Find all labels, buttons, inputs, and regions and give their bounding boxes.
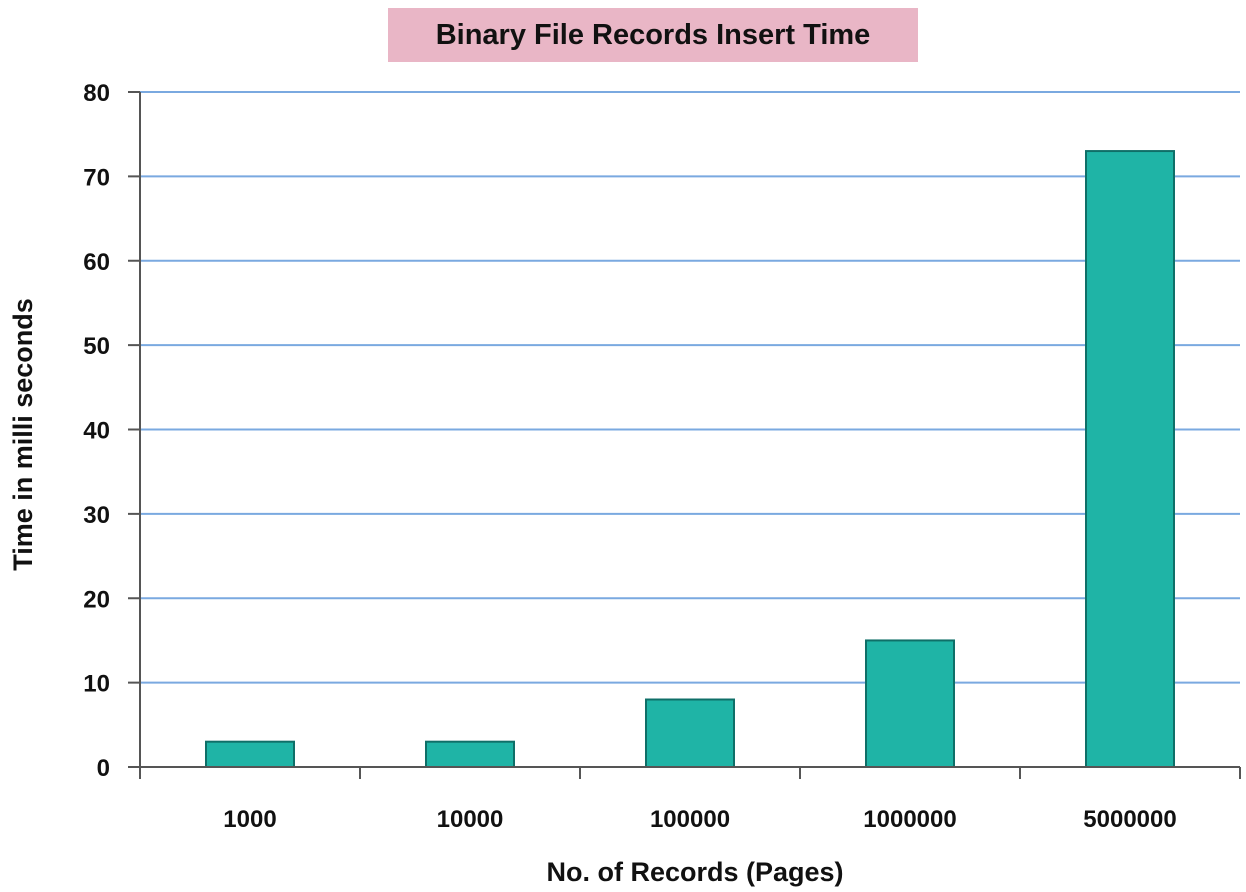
bar-5000000 bbox=[1085, 150, 1175, 768]
y-tick-labels: 0 10 20 30 40 50 60 70 80 bbox=[83, 80, 110, 782]
axes bbox=[128, 91, 1241, 779]
y-tick-label: 20 bbox=[83, 586, 110, 613]
x-axis-label: No. of Records (Pages) bbox=[546, 857, 843, 887]
bar-1000 bbox=[205, 740, 295, 768]
bar-10000 bbox=[425, 740, 515, 768]
bar-1000000 bbox=[865, 639, 955, 768]
y-tick-label: 60 bbox=[83, 249, 110, 276]
y-axis-label: Time in milli seconds bbox=[8, 298, 38, 571]
bars bbox=[205, 150, 1175, 768]
y-tick-label: 70 bbox=[83, 164, 110, 191]
y-tick-label: 80 bbox=[83, 80, 110, 107]
chart-title: Binary File Records Insert Time bbox=[388, 8, 918, 62]
x-tick-label: 100000 bbox=[650, 806, 730, 833]
y-tick-label: 40 bbox=[83, 418, 110, 445]
y-tick-label: 30 bbox=[83, 502, 110, 529]
bar-100000 bbox=[645, 698, 735, 768]
x-tick-label: 10000 bbox=[437, 806, 504, 833]
y-tick-label: 0 bbox=[97, 755, 110, 782]
y-tick-label: 50 bbox=[83, 333, 110, 360]
x-tick-label: 1000000 bbox=[863, 806, 956, 833]
x-tick-label: 5000000 bbox=[1083, 806, 1176, 833]
x-tick-label: 1000 bbox=[223, 806, 276, 833]
grid-lines bbox=[140, 91, 1240, 684]
x-tick-labels: 1000 10000 100000 1000000 5000000 bbox=[223, 806, 1176, 833]
y-tick-label: 10 bbox=[83, 671, 110, 698]
